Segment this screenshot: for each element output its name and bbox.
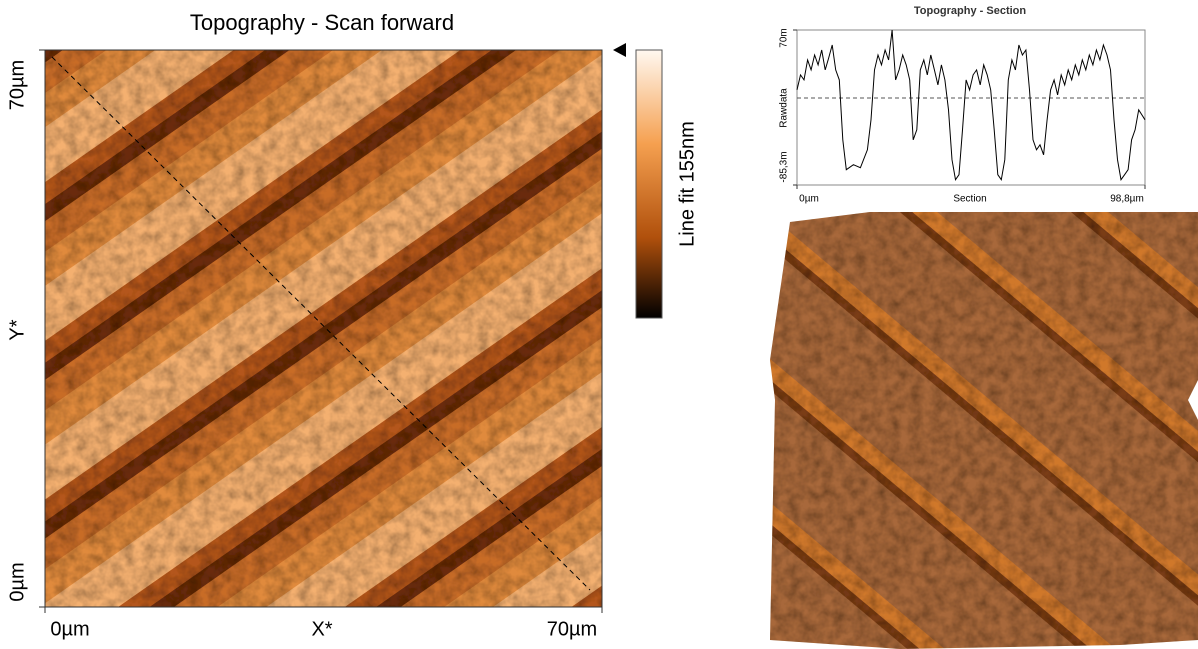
topography-image bbox=[45, 50, 602, 607]
page: Topography - Scan forward X* Y* Line fit… bbox=[0, 0, 1198, 649]
section-x-label: Section bbox=[953, 194, 986, 205]
section-title: Topography - Section bbox=[914, 5, 1027, 17]
colorbar bbox=[636, 50, 662, 318]
y-tick-label: 70µm bbox=[6, 60, 28, 110]
section-plot-frame bbox=[797, 30, 1145, 185]
3d-view bbox=[770, 212, 1198, 649]
colorbar-label: Line fit 155nm bbox=[676, 121, 698, 247]
section-y-label: Rawdata bbox=[779, 88, 790, 128]
x-axis-label: X* bbox=[311, 618, 332, 640]
x-tick-label: 0µm bbox=[799, 194, 819, 205]
x-tick-label: 0µm bbox=[50, 618, 89, 640]
image-title: Topography - Scan forward bbox=[190, 10, 454, 35]
x-tick-label: 70µm bbox=[547, 618, 597, 640]
y-axis-label: Y* bbox=[6, 319, 28, 340]
section-marker bbox=[613, 43, 626, 57]
x-tick-label: 98,8µm bbox=[1110, 194, 1144, 205]
y-tick-label: 70m bbox=[779, 28, 790, 47]
y-tick-label: -85,3m bbox=[779, 151, 790, 182]
y-tick-label: 0µm bbox=[6, 562, 28, 601]
